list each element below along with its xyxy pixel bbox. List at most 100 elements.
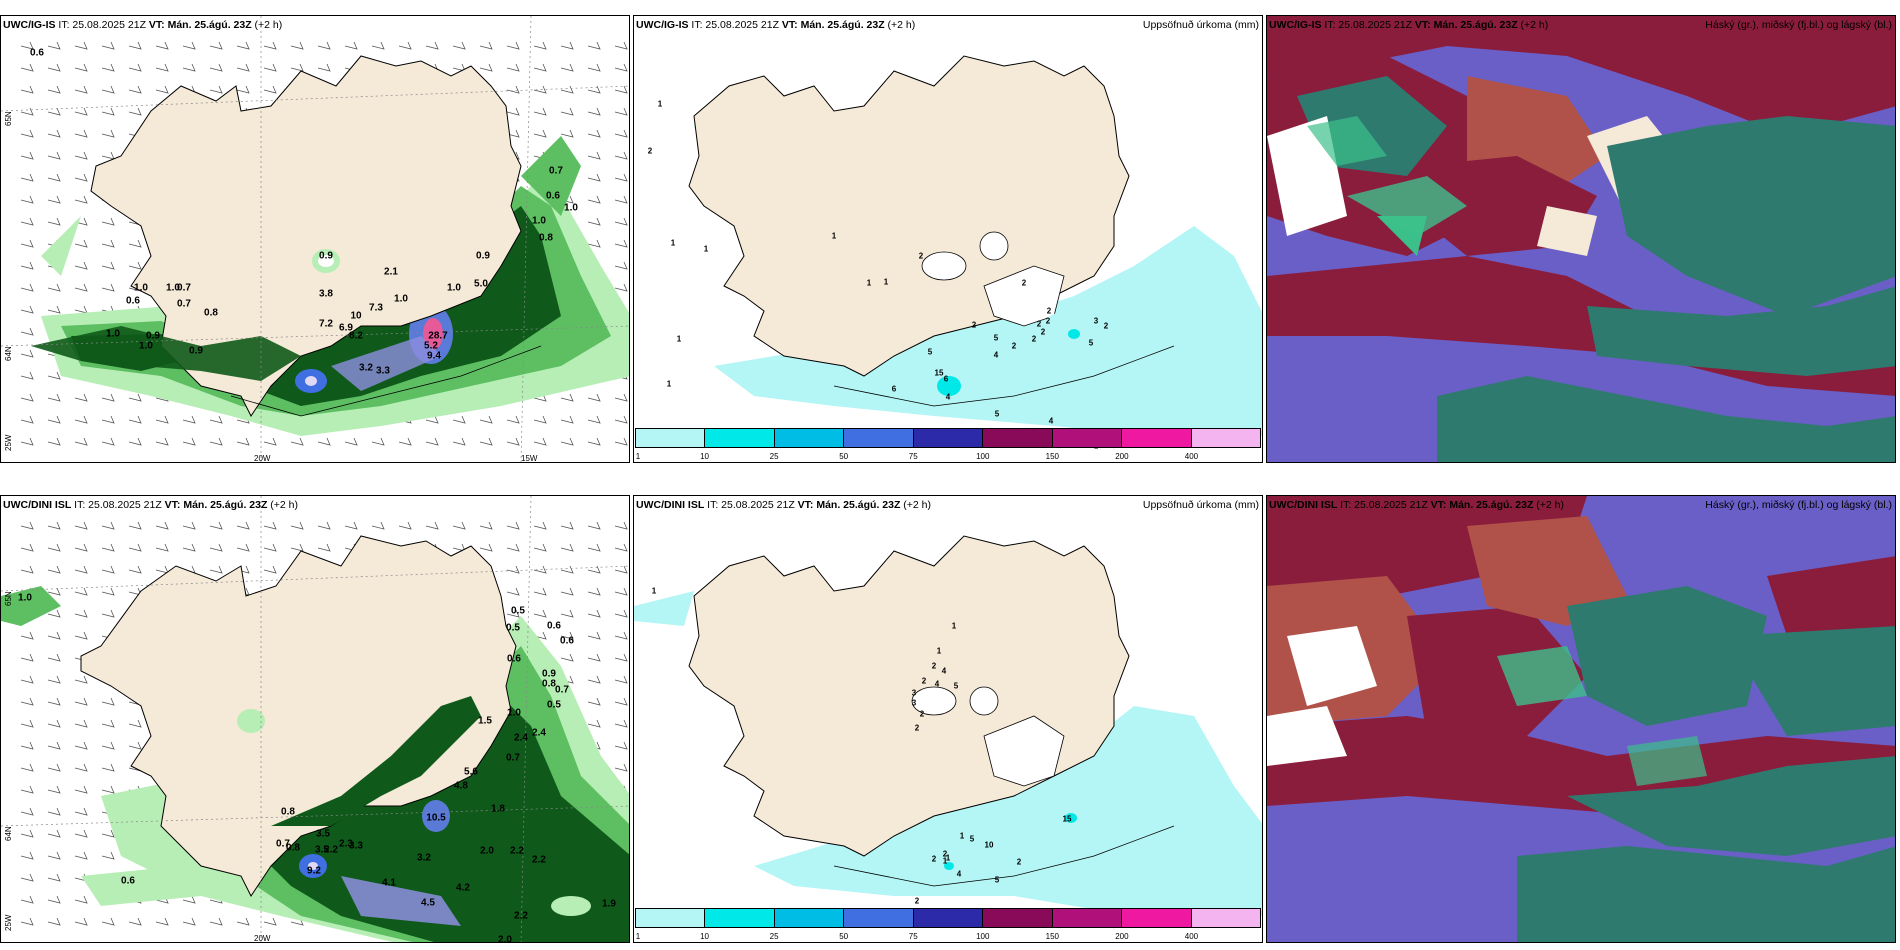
precip-value-label: 1.9 [602, 898, 616, 910]
legend-swatch [635, 428, 706, 448]
accum-precip-value: 1 [883, 277, 889, 287]
accum-precip-value: 1 [666, 379, 672, 389]
precip-value-label: 0.7 [549, 165, 563, 177]
accum-precip-value: 2 [1036, 319, 1042, 329]
precip-value-label: 0.8 [281, 806, 295, 818]
precip-value-label: 2.0 [498, 934, 512, 943]
accum-precip-value: 1 [936, 646, 942, 656]
legend-swatch [1122, 428, 1192, 448]
accum-precip-value: 2 [921, 676, 927, 686]
legend-tick: 100 [976, 452, 990, 461]
accum-precip-value: 2 [1016, 857, 1022, 867]
wind-precip-panel-top: UWC/IG-IS IT: 25.08.2025 21Z VT: Mán. 25… [0, 15, 630, 463]
precip-value-label: 2.4 [532, 727, 546, 739]
legend-tick: 50 [839, 452, 849, 461]
map-canvas [634, 535, 1262, 916]
precip-value-label: 2.1 [384, 266, 398, 278]
accum-precip-value: 6 [891, 384, 897, 394]
accum-precip-value: 2 [919, 709, 925, 719]
precip-value-label: 0.6 [121, 875, 135, 887]
precip-value-label: 3.5 [316, 828, 330, 840]
panel-title: UWC/IG-IS IT: 25.08.2025 21Z VT: Mán. 25… [636, 19, 915, 31]
lon-label: 20W [254, 934, 271, 943]
accum-precip-value: 1 [657, 99, 663, 109]
accum-precip-value: 2 [931, 854, 937, 864]
model-name: UWC/DINI ISL [636, 499, 705, 511]
legend-tick: 25 [769, 932, 779, 941]
legend-tick: 400 [1184, 452, 1199, 461]
accum-precip-value: 2 [1103, 321, 1109, 331]
legend-tick: 1 [635, 932, 641, 941]
lead-time: (+2 h) [270, 499, 299, 511]
precip-value-label: 0.7 [177, 282, 191, 294]
precip-value-label: 3.3 [376, 365, 390, 377]
cloud-title: Háský (gr.), miðský (fj.bl.) og lágský (… [1705, 19, 1892, 31]
accum-precip-value: 2 [1021, 278, 1027, 288]
precip-value-label: 10.5 [426, 812, 446, 824]
accum-precip-value: 4 [993, 350, 999, 360]
accum-precip-value: 2 [918, 251, 924, 261]
precip-legend [635, 908, 1261, 928]
lead-time: (+2 h) [903, 499, 932, 511]
precip-value-label: 8.2 [349, 330, 363, 342]
map-canvas [1, 496, 629, 942]
model-name: UWC/IG-IS [1269, 19, 1322, 31]
precip-value-label: 0.6 [546, 190, 560, 202]
precip-value-label: 2.2 [510, 845, 524, 857]
legend-tick: 150 [1045, 932, 1060, 941]
accum-precip-value: 5 [994, 875, 1000, 885]
precip-value-label: 2.4 [514, 732, 528, 744]
precip-value-label: 0.7 [506, 752, 520, 764]
accum-precip-value: 1 [670, 238, 676, 248]
valid-time: Mán. 25.ágú. 23Z [167, 19, 252, 31]
legend-tick: 1 [635, 452, 641, 461]
precip-value-label: 0.7 [177, 298, 191, 310]
legend-swatch [844, 428, 914, 448]
precip-value-label: 1.0 [532, 215, 546, 227]
accum-precip-panel-bottom: UWC/DINI ISL IT: 25.08.2025 21Z VT: Mán.… [633, 495, 1263, 943]
accum-precip-value: 2 [1046, 306, 1052, 316]
accum-precip-value: 1 [651, 586, 657, 596]
precip-value-label: 0.8 [204, 307, 218, 319]
vt-label: VT: [1430, 499, 1447, 511]
precip-value-label: 10 [350, 310, 362, 322]
iceland-land [90, 55, 522, 417]
accum-precip-value: 1 [951, 621, 957, 631]
accum-precip-value: 1 [945, 853, 951, 863]
legend-swatch [1052, 428, 1123, 448]
accum-precip-value: 1 [942, 856, 948, 866]
lon-label: 20W [254, 454, 271, 463]
precip-value-label: 1.0 [139, 340, 153, 352]
model-name: UWC/IG-IS [3, 19, 56, 31]
init-time: IT: 25.08.2025 21Z [691, 19, 779, 31]
legend-swatch [705, 908, 775, 928]
precip-value-label: 0.9 [189, 345, 203, 357]
map-canvas [688, 55, 1262, 436]
precip-value-label: 3.8 [319, 288, 333, 300]
precip-value-label: 1.0 [166, 282, 180, 294]
legend-swatch [635, 908, 706, 928]
accum-precip-value: 1 [959, 831, 965, 841]
accum-precip-value: 1 [703, 244, 709, 254]
precip-value-label: 1.0 [106, 328, 120, 340]
lat-label: 65N [4, 591, 13, 606]
precip-value-label: 5.6 [464, 766, 478, 778]
accum-precip-value: 3 [911, 698, 917, 708]
valid-time: Mán. 25.ágú. 23Z [800, 19, 885, 31]
precip-value-label: 3.2 [359, 362, 373, 374]
valid-time: Mán. 25.ágú. 23Z [816, 499, 901, 511]
lat-label: 64N [4, 346, 13, 361]
lead-time: (+2 h) [1536, 499, 1565, 511]
accum-precip-value: 1 [676, 334, 682, 344]
legend-swatch [774, 428, 845, 448]
legend-tick: 100 [976, 932, 990, 941]
accum-precip-value: 3 [911, 688, 917, 698]
panel-title: UWC/DINI ISL IT: 25.08.2025 21Z VT: Mán.… [636, 499, 931, 511]
vt-label: VT: [164, 499, 181, 511]
init-time: IT: 25.08.2025 21Z [1340, 499, 1428, 511]
precip-value-label: 5.0 [474, 278, 488, 290]
legend-swatch [913, 428, 984, 448]
precip-value-label: 0.5 [511, 605, 525, 617]
init-time: IT: 25.08.2025 21Z [74, 499, 162, 511]
precip-value-label: 0.7 [555, 684, 569, 696]
